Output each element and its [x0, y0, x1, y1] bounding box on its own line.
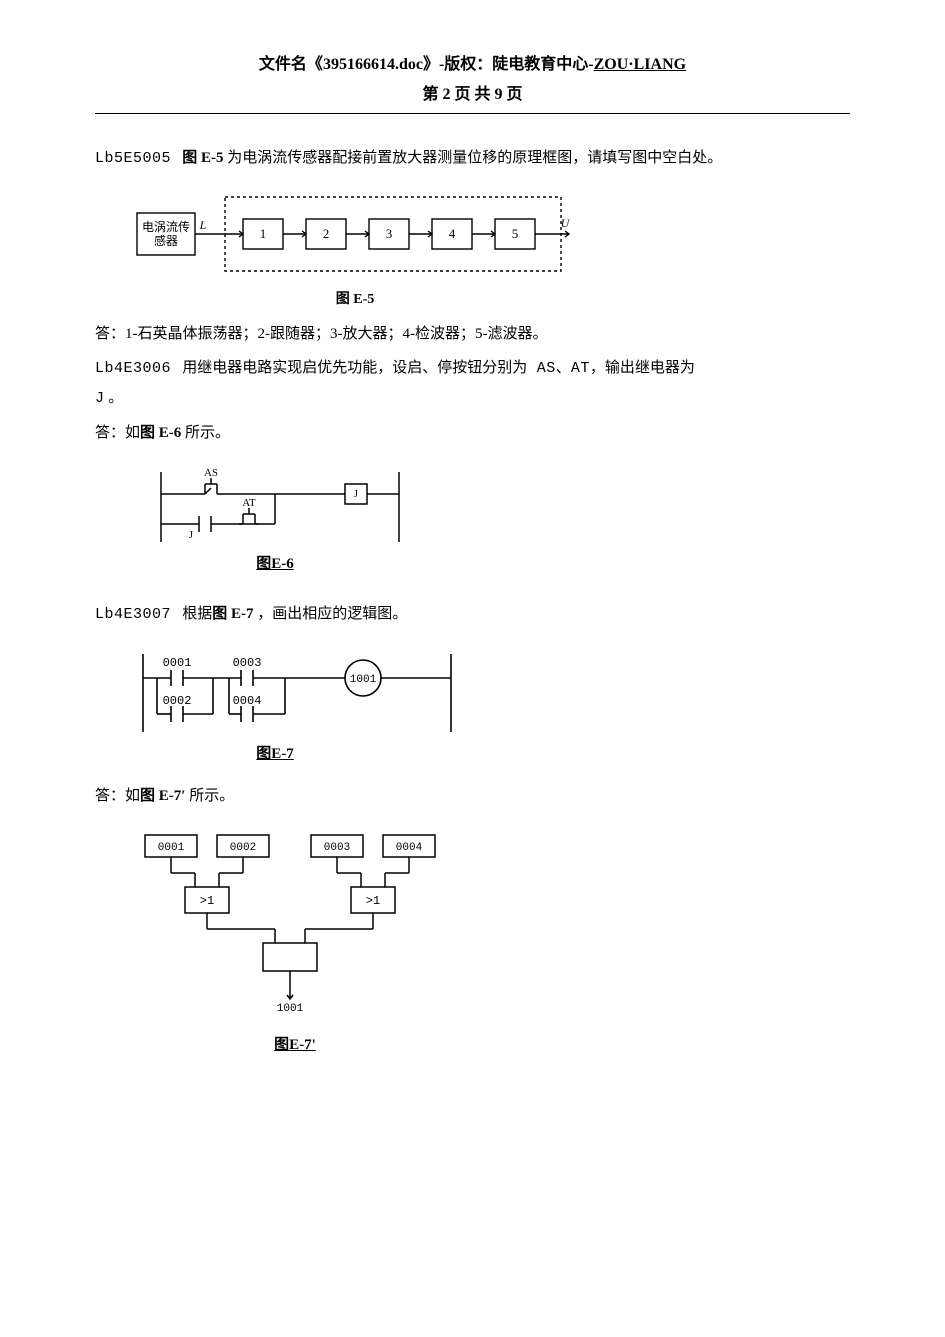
- a2-suffix: 所示。: [181, 425, 230, 441]
- q2-j: J: [95, 390, 105, 407]
- page-header: 文件名《395166614.doc》-版权：陡电教育中心-ZOU·LIANG 第…: [95, 50, 850, 114]
- a2-figref: 图 E-6: [140, 425, 181, 441]
- label-U: U: [561, 216, 571, 230]
- e7-0002: 0002: [163, 694, 192, 708]
- e7-1001: 1001: [350, 674, 377, 686]
- q1-code: Lb5E5005: [95, 150, 171, 167]
- e7-0004: 0004: [233, 694, 262, 708]
- box-4: 4: [449, 226, 456, 241]
- box-1: 1: [260, 226, 267, 241]
- figure-e7p: 0001 0002 0003 0004 >1 >1 1001 图E-7': [135, 829, 850, 1060]
- sensor-label-1: 电涡流传: [142, 219, 190, 234]
- answer-1: 答：1-石英晶体振荡器；2-跟随器；3-放大器；4-检波器；5-滤波器。: [95, 320, 850, 349]
- box-3: 3: [386, 226, 393, 241]
- sensor-label-2: 感器: [154, 233, 178, 248]
- e7p-or2: >1: [366, 894, 380, 908]
- q2-as: AS: [527, 360, 556, 377]
- figure-e7-svg: 0001 0003 0002 0004 1001: [135, 648, 465, 738]
- figure-e7p-caption: 图E-7': [155, 1031, 435, 1060]
- e7p-1001: 1001: [277, 1003, 304, 1015]
- figure-e7-caption: 图E-7: [145, 740, 405, 769]
- q1-text: 为电涡流传感器配接前置放大器测量位移的原理框图，请填写图中空白处。: [224, 150, 723, 166]
- e6-j-contact: J: [189, 530, 193, 541]
- e7p-or1: >1: [200, 894, 214, 908]
- answer-3: 答：如图 E-7′ 所示。: [95, 782, 850, 811]
- header-filename: 395166614.doc: [323, 56, 423, 73]
- box-5: 5: [512, 226, 519, 241]
- q3-text-a: 根据: [182, 606, 212, 622]
- question-2: Lb4E3006 用继电器电路实现启优先功能，设启、停按钮分别为 AS、AT，输…: [95, 354, 850, 413]
- answer-2: 答：如图 E-6 所示。: [95, 419, 850, 448]
- header-mid: 》-版权：陡电教育中心-: [423, 56, 594, 73]
- a1-prefix: 答：: [95, 326, 125, 342]
- a3-figref: 图 E-7′: [140, 788, 185, 804]
- e7p-0003: 0003: [324, 842, 350, 854]
- header-filename-prefix: 文件名《: [259, 56, 323, 73]
- e7p-0001: 0001: [158, 842, 185, 854]
- q1-figref: 图 E-5: [182, 150, 223, 166]
- q2-at: AT: [571, 360, 590, 377]
- e6-as: AS: [204, 467, 218, 479]
- box-2: 2: [323, 226, 330, 241]
- figure-e6-svg: AS AT J J: [155, 466, 415, 548]
- label-L: L: [199, 218, 207, 232]
- figure-e5: 电涡流传 感器 1 2 3 4 5 L U 图 E-5: [135, 191, 850, 314]
- e7-0001: 0001: [163, 656, 192, 670]
- a1-text: 1-石英晶体振荡器；2-跟随器；3-放大器；4-检波器；5-滤波器。: [125, 326, 547, 342]
- figure-e6-caption: 图E-6: [175, 550, 375, 579]
- e7-0003: 0003: [233, 656, 262, 670]
- q2-sep: 、: [556, 360, 571, 376]
- header-line-2: 第 2 页 共 9 页: [95, 80, 850, 110]
- e7p-0004: 0004: [396, 842, 423, 854]
- a3-suffix: 所示。: [186, 788, 235, 804]
- q2-text-a: 用继电器电路实现启优先功能，设启、停按钮分别为: [182, 360, 527, 376]
- figure-e5-svg: 电涡流传 感器 1 2 3 4 5 L U: [135, 191, 575, 281]
- q2-text-c: 。: [105, 390, 124, 406]
- a2-prefix: 答：如: [95, 425, 140, 441]
- e7p-0002: 0002: [230, 842, 256, 854]
- a3-prefix: 答：如: [95, 788, 140, 804]
- q3-code: Lb4E3007: [95, 606, 171, 623]
- q3-text-b: ，画出相应的逻辑图。: [257, 606, 407, 622]
- figure-e5-caption: 图 E-5: [135, 287, 575, 314]
- header-line-1: 文件名《395166614.doc》-版权：陡电教育中心-ZOU·LIANG: [95, 50, 850, 80]
- question-3: Lb4E3007 根据图 E-7 ，画出相应的逻辑图。: [95, 600, 850, 630]
- q2-text-b: ，输出继电器为: [590, 360, 695, 376]
- q3-figref: 图 E-7: [212, 606, 257, 622]
- header-author: ZOU·LIANG: [594, 56, 686, 73]
- figure-e7p-svg: 0001 0002 0003 0004 >1 >1 1001: [135, 829, 495, 1029]
- figure-e7: 0001 0003 0002 0004 1001 图E-7: [135, 648, 850, 769]
- e6-at: AT: [242, 497, 256, 509]
- e6-j-coil: J: [354, 489, 358, 500]
- figure-e6: AS AT J J 图E-6: [155, 466, 850, 579]
- question-1: Lb5E5005 图 E-5 为电涡流传感器配接前置放大器测量位移的原理框图，请…: [95, 144, 850, 174]
- q2-code: Lb4E3006: [95, 360, 171, 377]
